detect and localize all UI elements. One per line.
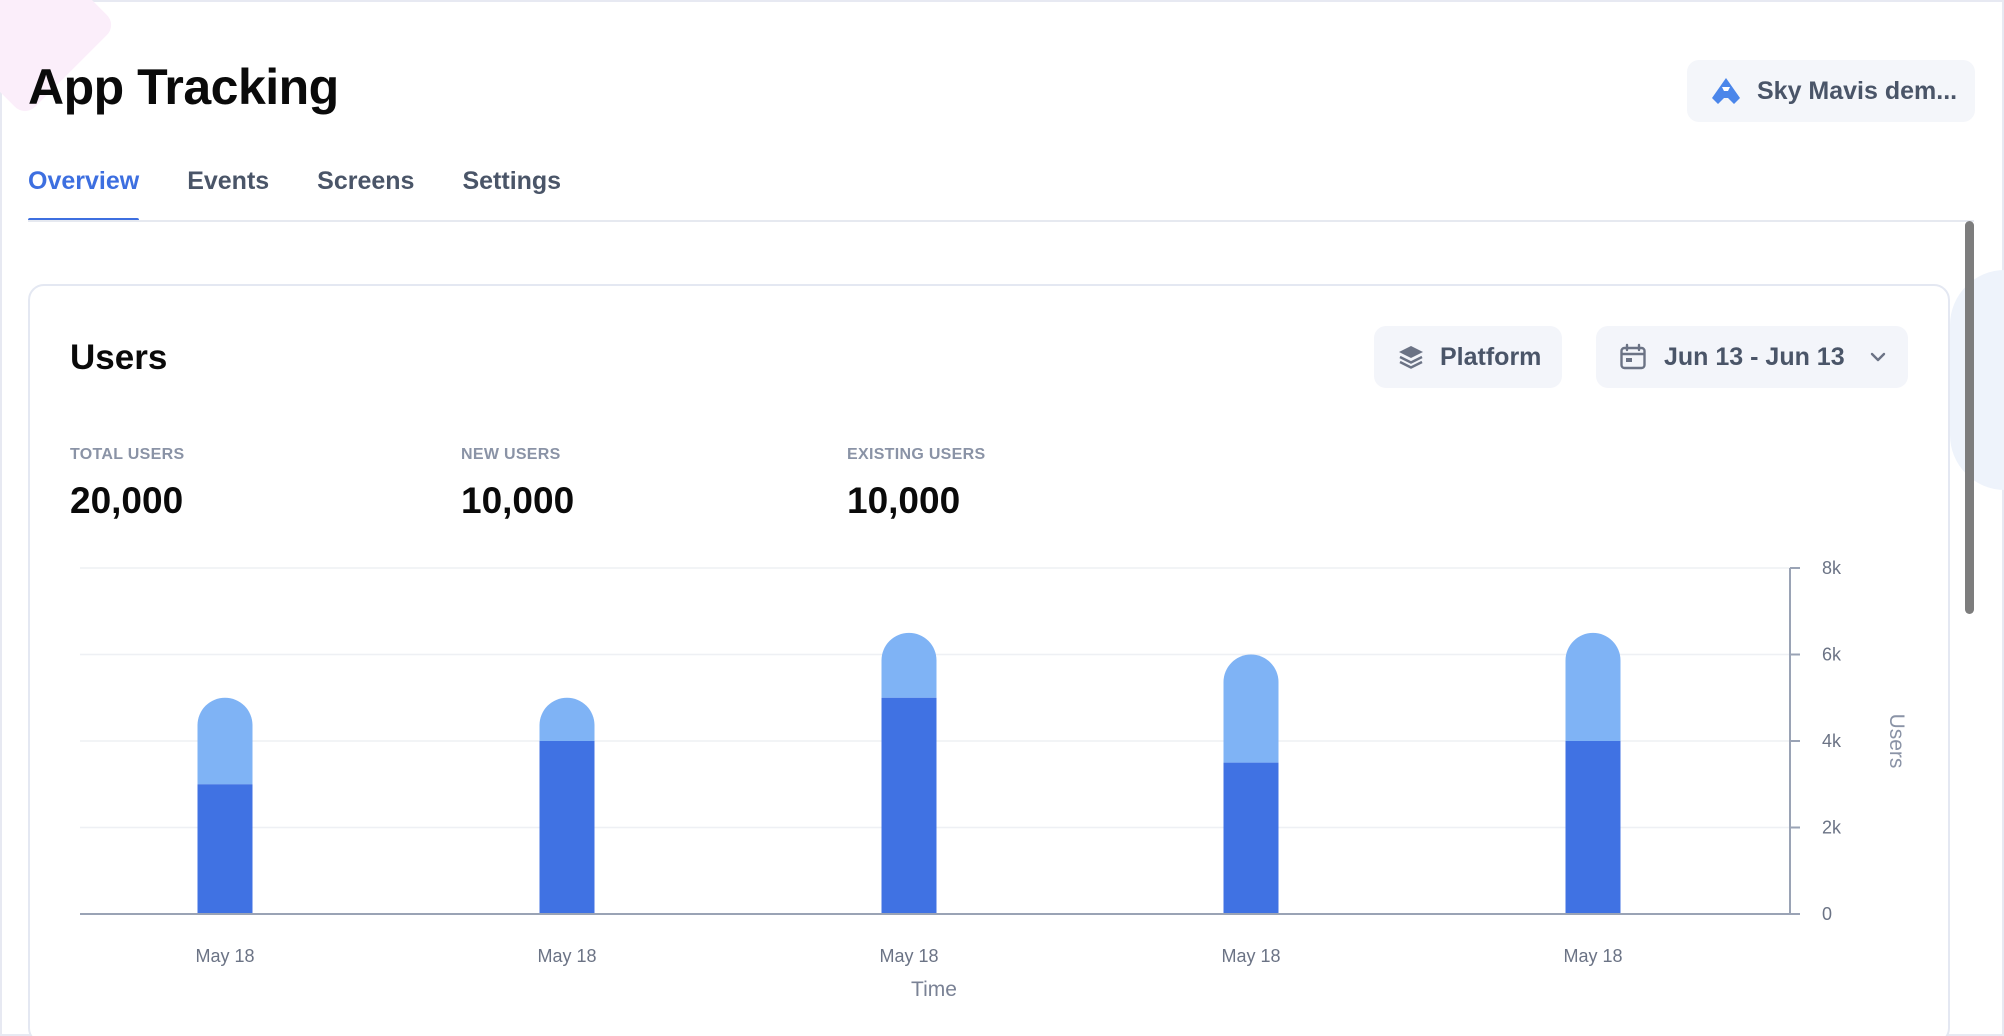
- org-label: Sky Mavis dem...: [1757, 76, 1958, 105]
- page-title: App Tracking: [28, 59, 339, 115]
- stat-value: 10,000: [847, 480, 961, 521]
- tab-bar: Overview Events Screens Settings: [28, 160, 609, 222]
- stat-existing-users: EXISTING USERS 10,000: [847, 446, 985, 522]
- stat-new-users: NEW USERS 10,000: [461, 446, 574, 522]
- date-range-picker[interactable]: Jun 13 - Jun 13: [1596, 326, 1908, 388]
- platform-filter-button[interactable]: Platform: [1374, 326, 1562, 388]
- stat-value: 20,000: [70, 480, 184, 521]
- layers-icon: [1399, 346, 1423, 369]
- card-title: Users: [70, 338, 168, 377]
- tab-settings[interactable]: Settings: [462, 167, 562, 195]
- stat-label: NEW USERS: [461, 446, 561, 463]
- stat-label: EXISTING USERS: [847, 446, 986, 463]
- stat-value: 10,000: [461, 480, 575, 521]
- org-switcher-button[interactable]: Sky Mavis dem...: [1687, 60, 1975, 122]
- tab-events[interactable]: Events: [187, 167, 270, 195]
- chevron-down-icon: [1870, 352, 1885, 362]
- users-card: [28, 284, 1950, 1036]
- tab-overview[interactable]: Overview: [28, 160, 140, 222]
- scrollbar-thumb[interactable]: [1965, 221, 1974, 614]
- date-range-label: Jun 13 - Jun 13: [1664, 342, 1845, 371]
- tab-screens[interactable]: Screens: [317, 167, 415, 195]
- calendar-icon: [1620, 343, 1646, 370]
- decorative-shape: [1950, 270, 2004, 490]
- stat-label: TOTAL USERS: [70, 446, 185, 463]
- stat-total-users: TOTAL USERS 20,000: [70, 446, 184, 522]
- sky-mavis-logo-icon: [1712, 78, 1740, 104]
- tabs-divider: [28, 220, 1974, 222]
- platform-label: Platform: [1440, 342, 1542, 371]
